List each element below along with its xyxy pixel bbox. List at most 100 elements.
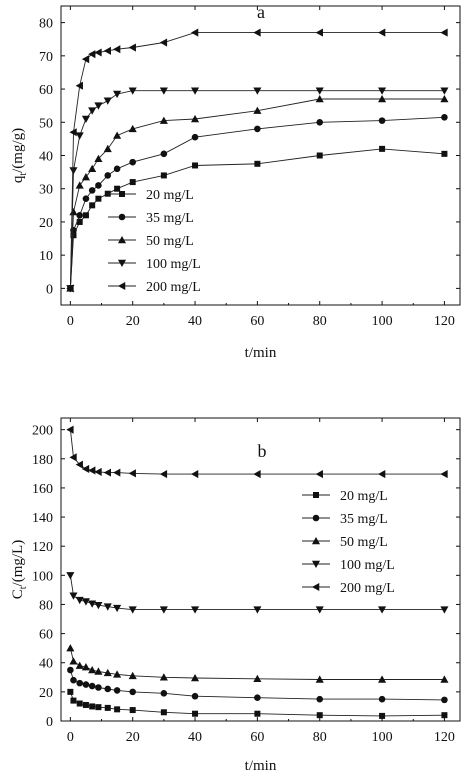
y-axis-label-subscript: t bbox=[18, 173, 29, 176]
data-point bbox=[378, 606, 387, 614]
data-point bbox=[378, 28, 386, 37]
data-point bbox=[441, 696, 448, 704]
data-point bbox=[69, 207, 78, 216]
data-point bbox=[378, 675, 387, 683]
data-point bbox=[104, 685, 112, 693]
data-point bbox=[159, 38, 168, 47]
data-point bbox=[89, 703, 96, 710]
panel-label: a bbox=[257, 2, 265, 22]
data-point bbox=[113, 687, 121, 694]
data-point bbox=[253, 674, 262, 682]
data-point bbox=[103, 97, 112, 105]
y-tick-label: 30 bbox=[39, 183, 53, 198]
y-axis-label-unit: /(mg/L) bbox=[10, 540, 26, 587]
data-point bbox=[128, 606, 137, 614]
y-tick-label: 60 bbox=[39, 83, 53, 98]
legend-marker bbox=[117, 235, 127, 244]
data-point bbox=[253, 606, 262, 614]
chart-panel-b: 0 20 40 60 80 100 120 0 20 40 60 80 100 120 140 160 180 2… bbox=[10, 417, 461, 773]
data-point bbox=[88, 50, 96, 59]
data-point bbox=[95, 684, 102, 691]
data-point bbox=[159, 87, 168, 95]
x-axis-label: t/min bbox=[245, 345, 277, 361]
data-point bbox=[440, 28, 448, 37]
data-point bbox=[190, 470, 199, 479]
data-point bbox=[113, 131, 122, 139]
data-point bbox=[66, 572, 75, 580]
y-tick-label: 20 bbox=[39, 216, 53, 231]
data-point bbox=[95, 195, 102, 202]
data-point bbox=[316, 695, 324, 703]
data-point bbox=[191, 692, 199, 700]
data-point bbox=[441, 712, 448, 719]
series-3 bbox=[66, 94, 449, 292]
data-point bbox=[113, 45, 121, 54]
data-point bbox=[440, 94, 449, 103]
legend-entry: 20 mg/L bbox=[146, 188, 194, 203]
data-point bbox=[192, 162, 199, 169]
y-tick-label: 100 bbox=[32, 569, 53, 584]
series-4 bbox=[66, 572, 449, 614]
data-point bbox=[190, 28, 199, 37]
data-point bbox=[75, 661, 84, 669]
y-axis-label: qt/(mg/g) bbox=[10, 128, 29, 183]
data-point bbox=[81, 663, 90, 671]
data-point bbox=[315, 28, 323, 37]
data-point bbox=[114, 706, 121, 713]
y-tick-label: 40 bbox=[39, 657, 53, 672]
data-point bbox=[88, 187, 96, 194]
data-point bbox=[94, 667, 103, 675]
data-point bbox=[159, 673, 168, 681]
data-point bbox=[75, 596, 84, 605]
data-point bbox=[315, 87, 324, 95]
data-point bbox=[129, 688, 136, 696]
data-point bbox=[69, 592, 78, 600]
data-point bbox=[315, 675, 324, 683]
y-tick-label: 40 bbox=[39, 150, 53, 165]
data-point bbox=[82, 681, 90, 688]
legend-marker bbox=[119, 191, 125, 197]
y-tick-label: 0 bbox=[46, 282, 53, 297]
x-tick-label: 100 bbox=[372, 314, 393, 329]
data-point bbox=[103, 668, 112, 677]
y-tick-label: 180 bbox=[32, 453, 53, 468]
data-point bbox=[440, 675, 449, 683]
legend-marker bbox=[118, 213, 126, 221]
data-point bbox=[190, 606, 200, 614]
data-point bbox=[253, 470, 261, 479]
y-tick-label: 20 bbox=[39, 686, 53, 701]
data-point bbox=[114, 185, 121, 192]
axes-frame bbox=[60, 417, 461, 722]
data-point bbox=[190, 673, 200, 682]
x-tick-label: 80 bbox=[313, 314, 327, 329]
data-point bbox=[81, 115, 90, 124]
y-tick-label: 120 bbox=[32, 540, 53, 555]
data-point bbox=[66, 425, 74, 434]
y-tick-label: 160 bbox=[32, 482, 53, 497]
data-point bbox=[159, 606, 168, 614]
x-tick-label: 40 bbox=[188, 730, 202, 745]
data-point bbox=[104, 172, 112, 179]
legend-entry: 20 mg/L bbox=[340, 489, 388, 504]
data-point bbox=[316, 712, 323, 719]
data-point bbox=[95, 704, 102, 711]
data-point bbox=[113, 90, 122, 99]
data-point bbox=[378, 87, 387, 95]
y-tick-label: 70 bbox=[39, 50, 53, 65]
data-point bbox=[67, 688, 74, 695]
data-point bbox=[254, 160, 261, 167]
data-point bbox=[81, 55, 90, 64]
data-point bbox=[128, 87, 137, 95]
data-point bbox=[113, 670, 122, 678]
data-point bbox=[88, 682, 96, 690]
data-point bbox=[75, 181, 84, 189]
legend-marker bbox=[117, 259, 127, 268]
legend-entry: 50 mg/L bbox=[340, 535, 388, 550]
legend-marker bbox=[117, 281, 126, 291]
data-point bbox=[81, 598, 90, 606]
y-axis-label-subscript: t bbox=[18, 586, 29, 589]
data-point bbox=[128, 469, 136, 478]
data-point bbox=[253, 87, 262, 95]
data-point bbox=[128, 124, 137, 133]
data-point bbox=[253, 106, 262, 114]
